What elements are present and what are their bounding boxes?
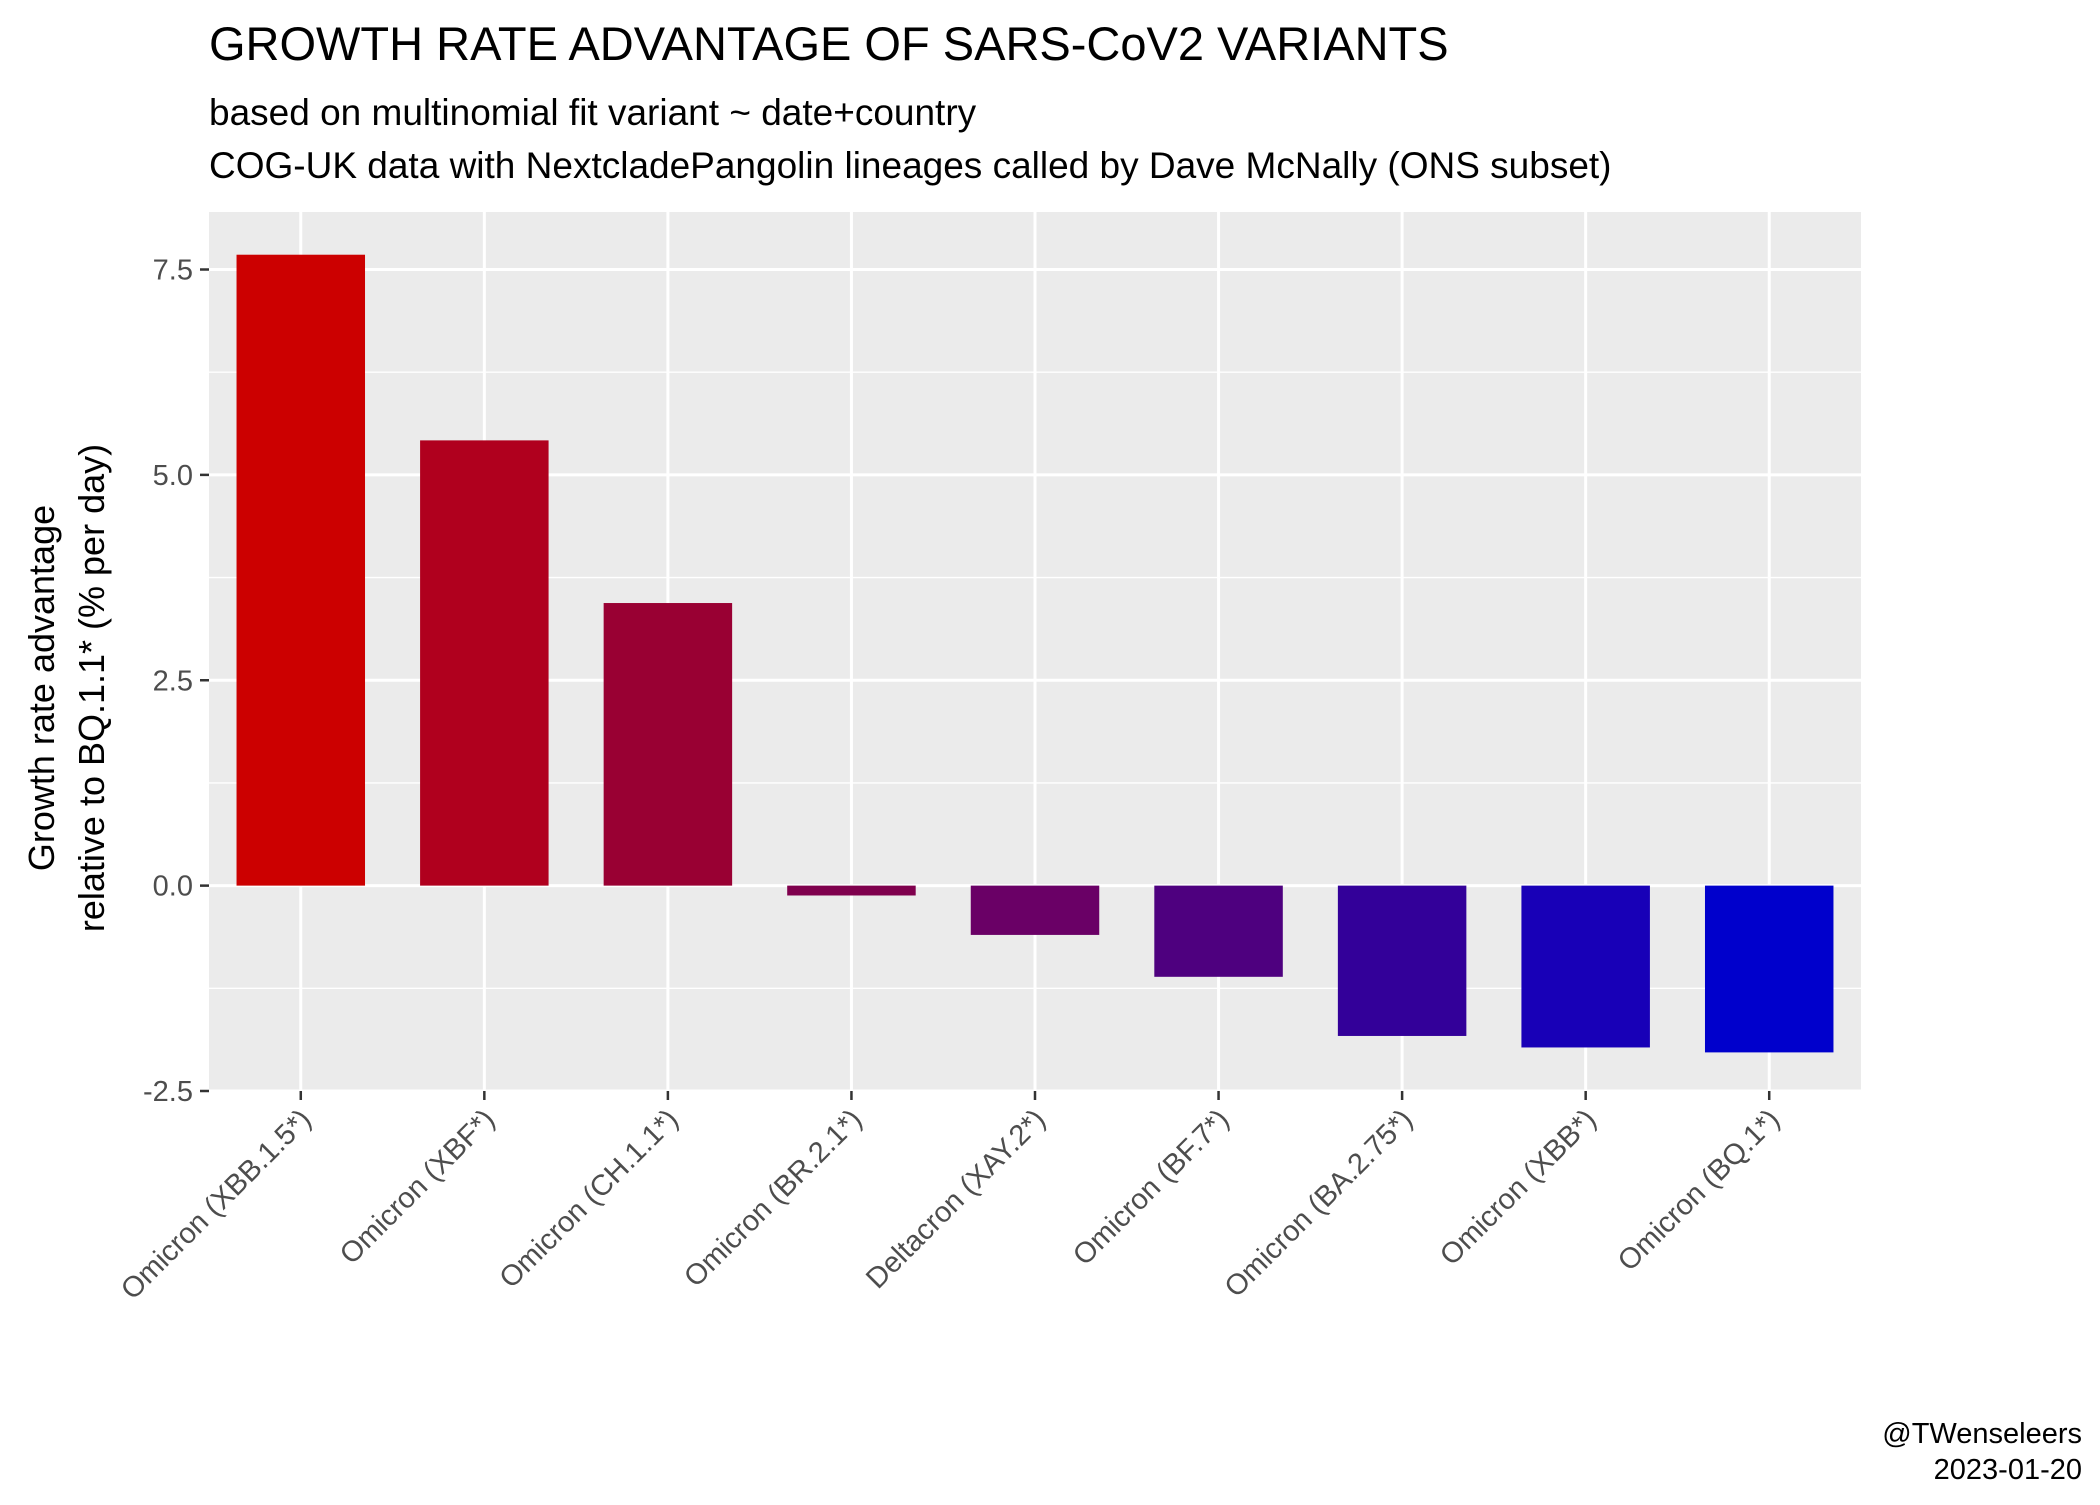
caption-date: 2023-01-20 — [1934, 1454, 2082, 1486]
chart-title: GROWTH RATE ADVANTAGE OF SARS-CoV2 VARIA… — [209, 17, 1449, 70]
x-tick-label: Omicron (BQ.1*) — [1612, 1103, 1786, 1277]
y-tick-label: 7.5 — [153, 255, 193, 287]
chart-subtitle-line-1: based on multinomial fit variant ~ date+… — [209, 92, 977, 133]
bar — [1154, 885, 1283, 977]
x-tick-label: Omicron (XBB.1.5*) — [115, 1103, 318, 1306]
bars — [236, 254, 1834, 1053]
bar — [236, 254, 366, 886]
y-axis-title-line-1: Growth rate advantage — [21, 505, 62, 871]
x-tick-label: Deltacron (XAY.2*) — [860, 1103, 1052, 1295]
y-axis-title-line-2: relative to BQ.1.1* (% per day) — [71, 444, 112, 932]
chart-subtitle-line-2: COG-UK data with NextcladePangolin linea… — [209, 145, 1612, 186]
y-axis: -2.5 0.0 2.5 5.0 7.5 — [143, 255, 209, 1108]
bar — [787, 885, 916, 896]
y-tick-label: 5.0 — [153, 460, 193, 492]
bar — [603, 603, 733, 886]
y-tick-label: -2.5 — [143, 1076, 193, 1108]
y-tick-label: 0.0 — [153, 871, 193, 903]
x-axis: Omicron (XBB.1.5*) Omicron (XBF*)Omicron … — [115, 1091, 1786, 1306]
bar — [1337, 885, 1467, 1036]
x-tick-label: Omicron (BF.7*) — [1067, 1103, 1235, 1271]
x-tick-label: Omicron (BA.2.75*) — [1219, 1103, 1419, 1303]
x-tick-label: Omicron (XBF*) — [334, 1103, 501, 1270]
bar — [1704, 885, 1834, 1053]
x-tick-label: Omicron (BR.2.1*) — [678, 1103, 868, 1293]
bar — [970, 885, 1100, 935]
caption-handle: @TWenseleers — [1882, 1418, 2082, 1450]
bar — [420, 440, 549, 886]
x-tick-label: Omicron (CH.1.1*) — [494, 1103, 685, 1294]
y-tick-label: 2.5 — [153, 665, 193, 697]
x-tick-label: Omicron (XBB*) — [1434, 1103, 1602, 1271]
bar — [1521, 885, 1650, 1048]
